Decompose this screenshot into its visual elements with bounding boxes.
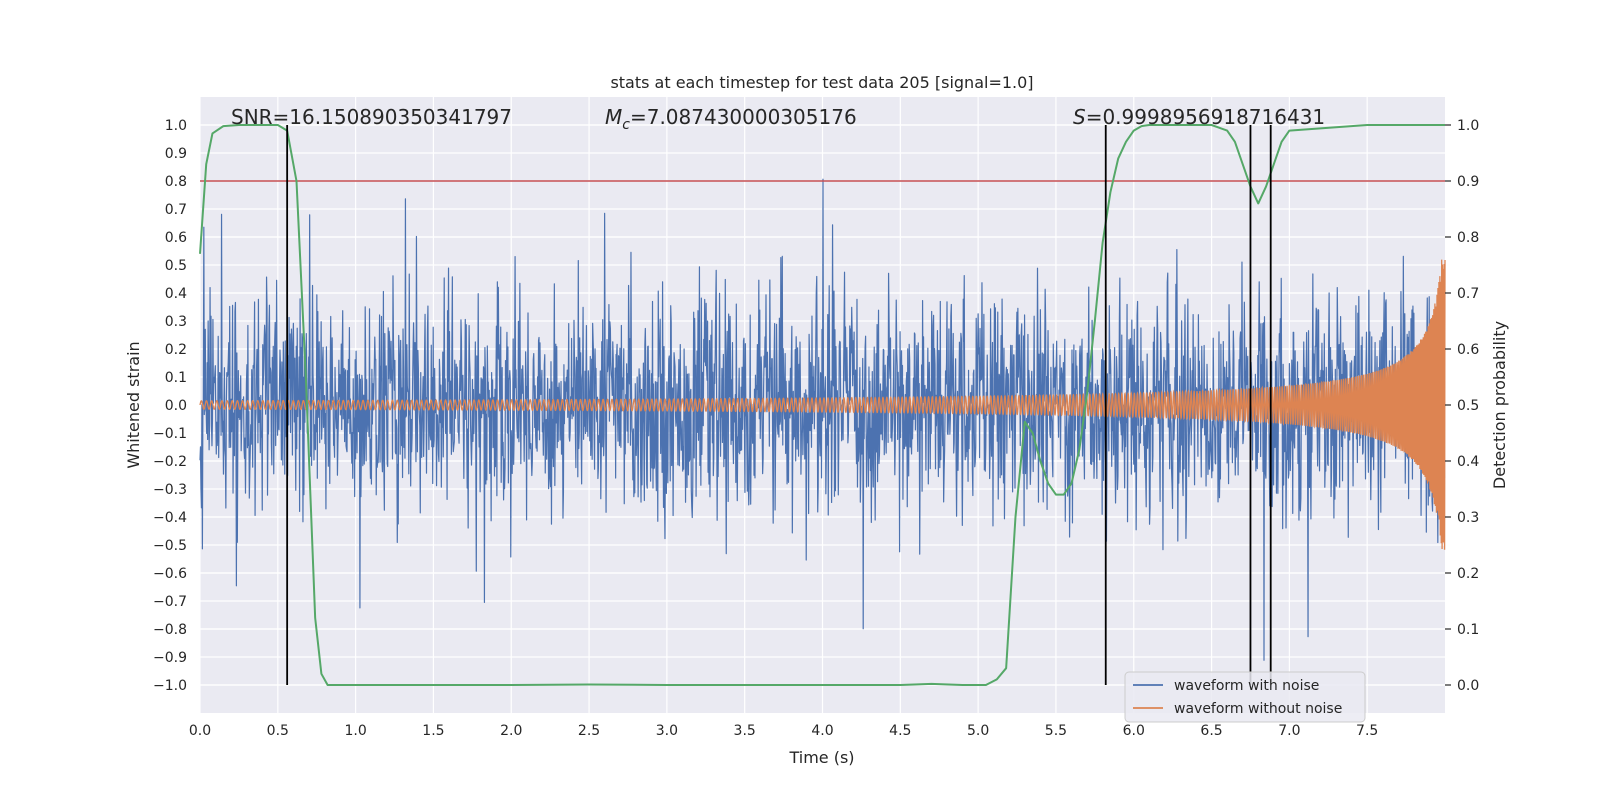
y-tick-label: 0.1 bbox=[165, 370, 187, 386]
series-detection-probability bbox=[199, 124, 1445, 686]
y-tick-label: 0.2 bbox=[165, 342, 187, 358]
y2-tick-label: 0.7 bbox=[1457, 286, 1479, 302]
x-tick-label: 2.0 bbox=[500, 723, 522, 739]
legend-label-clean: waveform without noise bbox=[1174, 701, 1342, 717]
y2-tick-label: 0.9 bbox=[1457, 174, 1479, 190]
x-tick-label: 5.5 bbox=[1045, 723, 1067, 739]
y-tick-label: 0.7 bbox=[165, 202, 187, 218]
x-tick-label: 1.5 bbox=[422, 723, 444, 739]
x-tick-label: 0.5 bbox=[267, 723, 289, 739]
chart-title: stats at each timestep for test data 205… bbox=[610, 73, 1033, 92]
y-tick-label: −0.8 bbox=[153, 622, 187, 638]
x-tick-label: 3.0 bbox=[656, 723, 678, 739]
y-tick-label: 1.0 bbox=[165, 118, 187, 134]
clean-line bbox=[199, 259, 1446, 550]
y2-tick-label: 0.3 bbox=[1457, 510, 1479, 526]
x-tick-label: 7.0 bbox=[1278, 723, 1300, 739]
chirp-mass-annotation: Mc=7.087430000305176 bbox=[605, 105, 857, 133]
x-tick-label: 2.5 bbox=[578, 723, 600, 739]
y2-tick-label: 0.0 bbox=[1457, 678, 1479, 694]
y2-tick-label: 0.4 bbox=[1457, 454, 1479, 470]
y-tick-label: 0.5 bbox=[165, 258, 187, 274]
x-tick-label: 4.5 bbox=[889, 723, 911, 739]
y-tick-label: 0.3 bbox=[165, 314, 187, 330]
y-tick-label: −0.6 bbox=[153, 566, 187, 582]
x-axis-label: Time (s) bbox=[788, 748, 854, 767]
legend-label-noise: waveform with noise bbox=[1174, 678, 1319, 694]
y-tick-label: 0.0 bbox=[165, 398, 187, 414]
legend: waveform with noise waveform without noi… bbox=[1124, 671, 1366, 723]
y-tick-label: −0.4 bbox=[153, 510, 187, 526]
legend-box bbox=[1124, 671, 1366, 723]
score-annotation: S=0.9998956918716431 bbox=[1073, 105, 1325, 129]
y-tick-label: 0.8 bbox=[165, 174, 187, 190]
y2-tick-label: 0.8 bbox=[1457, 230, 1479, 246]
y2-tick-label: 0.5 bbox=[1457, 398, 1479, 414]
x-tick-label: 5.0 bbox=[967, 723, 989, 739]
probability-line bbox=[199, 124, 1445, 686]
x-tick-label: 1.0 bbox=[344, 723, 366, 739]
y-tick-label: −0.5 bbox=[153, 538, 187, 554]
chirp-mass-value: =7.087430000305176 bbox=[630, 105, 857, 129]
y-tick-label: 0.9 bbox=[165, 146, 187, 162]
y-tick-label: −1.0 bbox=[153, 678, 187, 694]
score-symbol: S bbox=[1073, 105, 1086, 129]
chirp-mass-symbol: M bbox=[605, 105, 622, 129]
y-tick-label: −0.1 bbox=[153, 426, 187, 442]
y2-tick-label: 1.0 bbox=[1457, 118, 1479, 134]
x-tick-label: 4.0 bbox=[811, 723, 833, 739]
y-tick-label: −0.9 bbox=[153, 650, 187, 666]
y2-tick-label: 0.1 bbox=[1457, 622, 1479, 638]
y-tick-label: −0.2 bbox=[153, 454, 187, 470]
x-tick-label: 7.5 bbox=[1356, 723, 1378, 739]
vertical-markers bbox=[286, 125, 1272, 685]
y-tick-label: −0.7 bbox=[153, 594, 187, 610]
series-waveform-with-noise bbox=[199, 178, 1446, 661]
chirp-mass-subscript: c bbox=[622, 117, 630, 133]
x-tick-label: 0.0 bbox=[189, 723, 211, 739]
score-value: =0.9998956918716431 bbox=[1086, 105, 1325, 129]
y2-axis-label: Detection probability bbox=[1490, 321, 1509, 489]
y2-tick-label: 0.6 bbox=[1457, 342, 1479, 358]
y-tick-label: 0.6 bbox=[165, 230, 187, 246]
y-tick-label: −0.3 bbox=[153, 482, 187, 498]
tick-labels: 0.0 0.5 1.0 1.5 2.0 2.5 3.0 3.5 4.0 4.5 5.0 5.5 6.0 6… bbox=[153, 118, 1479, 739]
y-tick-label: 0.4 bbox=[165, 286, 187, 302]
x-tick-label: 6.5 bbox=[1200, 723, 1222, 739]
series-waveform-without-noise bbox=[199, 259, 1446, 550]
x-tick-label: 6.0 bbox=[1123, 723, 1145, 739]
y2-tick-label: 0.2 bbox=[1457, 566, 1479, 582]
snr-annotation: SNR=16.150890350341797 bbox=[231, 105, 512, 129]
y-axis-label: Whitened strain bbox=[124, 341, 143, 468]
noise-line bbox=[199, 178, 1446, 661]
x-tick-label: 3.5 bbox=[734, 723, 756, 739]
